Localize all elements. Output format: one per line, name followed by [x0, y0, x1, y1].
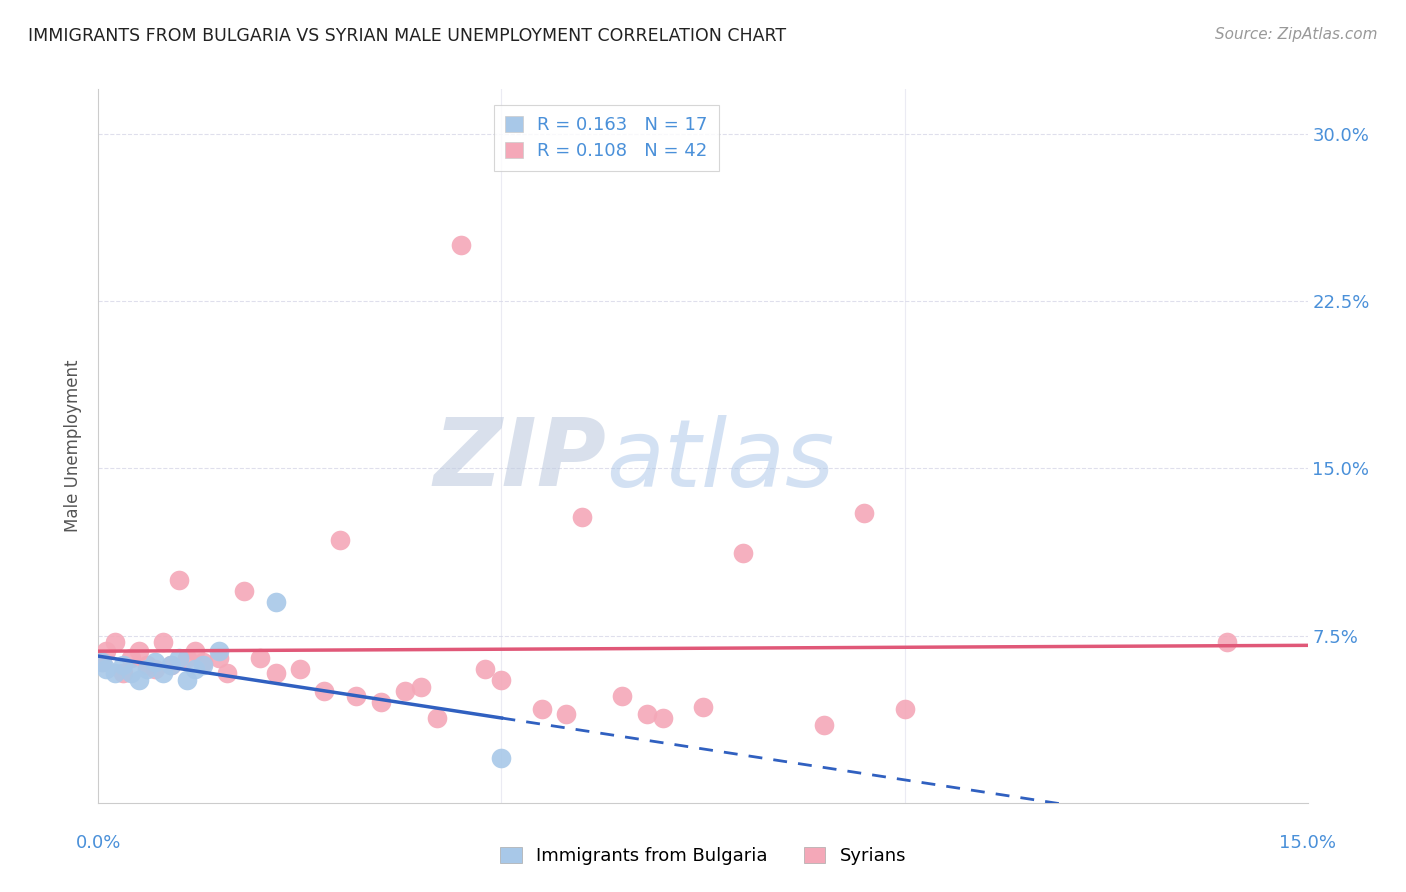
Point [193, 657, 215, 672]
Point [96, 662, 118, 676]
Text: Source: ZipAtlas.com: Source: ZipAtlas.com [1215, 27, 1378, 42]
Point [450, 238, 472, 252]
Point [91, 655, 114, 669]
Text: 15.0%: 15.0% [1279, 834, 1336, 852]
Point [208, 644, 231, 658]
Point [120, 651, 142, 665]
Point [733, 546, 755, 560]
Point [474, 662, 496, 676]
Point [176, 651, 198, 665]
Point [491, 673, 513, 687]
Point [96, 644, 118, 658]
Point [167, 651, 190, 665]
Point [120, 666, 142, 681]
Text: IMMIGRANTS FROM BULGARIA VS SYRIAN MALE UNEMPLOYMENT CORRELATION CHART: IMMIGRANTS FROM BULGARIA VS SYRIAN MALE … [28, 27, 786, 45]
Point [103, 635, 125, 649]
Text: ZIP: ZIP [433, 414, 606, 507]
Point [692, 699, 714, 714]
Point [135, 662, 157, 676]
Text: atlas: atlas [606, 415, 835, 506]
Point [111, 657, 134, 672]
Point [91, 655, 114, 669]
Point [128, 644, 150, 658]
Point [555, 706, 578, 721]
Point [176, 673, 198, 687]
Point [143, 662, 166, 676]
Point [193, 655, 215, 669]
Point [636, 706, 658, 721]
Point [208, 651, 231, 665]
Point [426, 711, 449, 725]
Y-axis label: Male Unemployment: Male Unemployment [65, 359, 83, 533]
Point [264, 666, 287, 681]
Legend: R = 0.163   N = 17, R = 0.108   N = 42: R = 0.163 N = 17, R = 0.108 N = 42 [494, 105, 718, 170]
Legend: Immigrants from Bulgaria, Syrians: Immigrants from Bulgaria, Syrians [491, 838, 915, 874]
Point [651, 711, 673, 725]
Point [128, 673, 150, 687]
Point [344, 689, 367, 703]
Point [530, 702, 553, 716]
Text: 0.0%: 0.0% [76, 834, 121, 852]
Point [160, 657, 183, 672]
Point [232, 583, 254, 598]
Point [394, 684, 416, 698]
Point [409, 680, 432, 694]
Point [329, 533, 352, 547]
Point [135, 657, 157, 672]
Point [184, 644, 207, 658]
Point [249, 651, 271, 665]
Point [152, 635, 174, 649]
Point [167, 573, 190, 587]
Point [264, 595, 287, 609]
Point [160, 657, 183, 672]
Point [152, 666, 174, 681]
Point [217, 666, 239, 681]
Point [853, 506, 876, 520]
Point [103, 666, 125, 681]
Point [111, 666, 134, 681]
Point [314, 684, 336, 698]
Point [612, 689, 634, 703]
Point [370, 696, 392, 710]
Point [1216, 635, 1239, 649]
Point [893, 702, 915, 716]
Point [491, 751, 513, 765]
Point [143, 655, 166, 669]
Point [813, 717, 835, 731]
Point [184, 662, 207, 676]
Point [571, 510, 593, 524]
Point [288, 662, 311, 676]
